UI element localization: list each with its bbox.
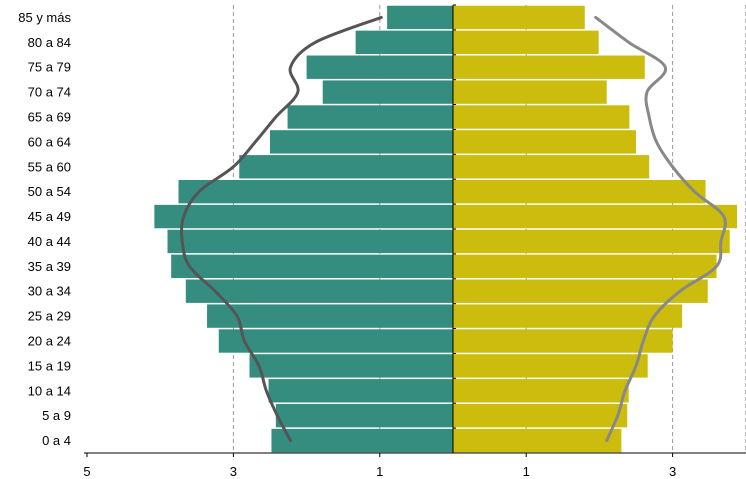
y-tick-label: 60 a 64 (28, 134, 71, 149)
right-bar (453, 5, 585, 30)
right-bar (453, 204, 738, 229)
right-bar (453, 80, 607, 104)
right-bar (453, 279, 708, 303)
y-tick-label: 10 a 14 (28, 383, 71, 398)
left-bar (167, 229, 453, 254)
x-tick-label: 3 (230, 464, 237, 479)
left-bar (178, 179, 453, 204)
y-tick-label: 80 a 84 (28, 35, 71, 50)
right-bar (453, 329, 673, 353)
y-tick-label: 70 a 74 (28, 85, 71, 100)
y-tick-label: 35 a 39 (28, 259, 71, 274)
left-bar (275, 403, 453, 428)
y-tick-label: 45 a 49 (28, 209, 71, 224)
right-profile-line (594, 15, 727, 443)
y-tick-label: 50 a 54 (28, 184, 71, 199)
y-tick-label: 85 y más (18, 10, 71, 25)
left-bar (171, 254, 453, 279)
y-axis-labels: 0 a 4 5 a 9 10 a 14 15 a 19 20 a 24 25 a 29 30… (18, 10, 71, 448)
left-bar (268, 379, 453, 403)
left-bar (218, 329, 453, 353)
x-tick-label: 5 (83, 464, 90, 479)
left-bar (287, 105, 453, 129)
right-bar (453, 155, 650, 179)
y-tick-label: 30 a 34 (28, 284, 71, 299)
right-bar (453, 105, 630, 129)
y-tick-label: 20 a 24 (28, 334, 71, 349)
right-bar (453, 179, 706, 204)
right-bars (453, 5, 738, 453)
left-bars (154, 5, 453, 453)
y-tick-label: 55 a 60 (28, 159, 71, 174)
right-bar (453, 304, 683, 328)
left-bar (207, 304, 453, 328)
left-bar (387, 5, 453, 30)
x-tick-label: 3 (669, 464, 676, 479)
y-tick-label: 0 a 4 (42, 433, 71, 448)
y-tick-label: 5 a 9 (42, 408, 71, 423)
right-bar (453, 354, 648, 378)
y-tick-label: 15 a 19 (28, 358, 71, 373)
right-bar (453, 254, 717, 279)
left-profile-line (179, 15, 383, 443)
right-bar (453, 379, 629, 403)
left-bar (271, 428, 453, 453)
x-tick-label: 1 (523, 464, 530, 479)
y-tick-label: 25 a 29 (28, 309, 71, 324)
y-tick-label: 65 a 69 (28, 110, 71, 125)
axes (84, 4, 746, 457)
x-tick-label: 1 (376, 464, 383, 479)
y-tick-label: 75 a 79 (28, 60, 71, 75)
left-bar (322, 80, 453, 104)
right-bar (453, 130, 636, 154)
x-axis-labels: 5 3 1 1 3 (83, 464, 676, 479)
left-bar (306, 55, 453, 79)
left-bar (355, 30, 453, 55)
left-bar (154, 204, 453, 229)
left-bar (185, 279, 453, 303)
right-bar (453, 229, 730, 254)
y-tick-label: 40 a 44 (28, 234, 71, 249)
right-bar (453, 403, 628, 428)
right-bar (453, 428, 622, 453)
left-bar (239, 155, 453, 179)
overlay-lines (179, 15, 727, 443)
right-bar (453, 55, 645, 79)
left-bar (249, 354, 453, 378)
right-bar (453, 30, 599, 55)
left-bar (270, 130, 453, 154)
